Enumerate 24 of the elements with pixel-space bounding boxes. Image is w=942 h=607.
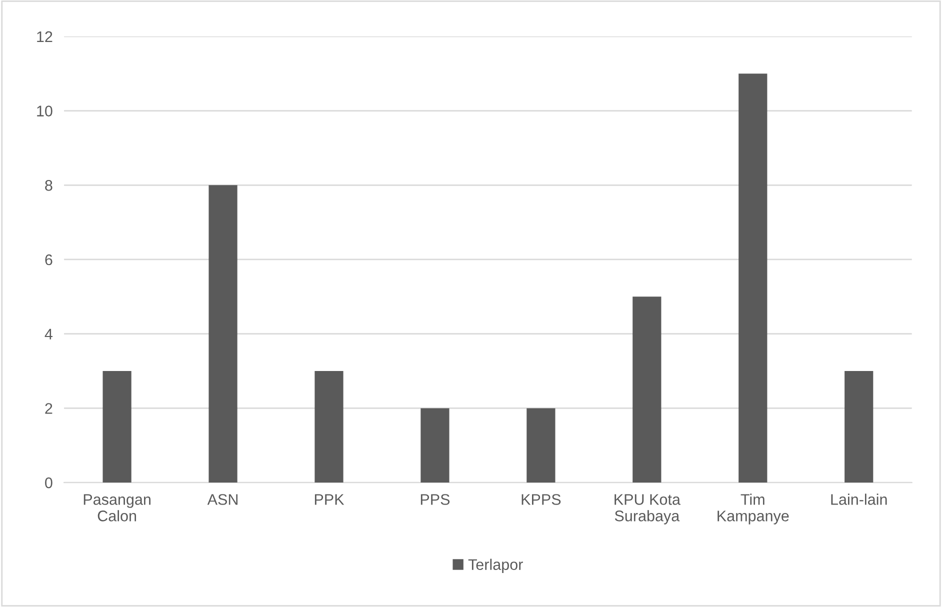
x-tick-label: Pasangan Calon <box>84 494 150 522</box>
y-tick-label: 0 <box>45 477 52 488</box>
y-tick-label: 8 <box>45 180 52 191</box>
x-tick-label: KPPS <box>522 494 561 505</box>
x-tick-label: PPS <box>420 494 450 505</box>
x-tick-label: KPU Kota Surabaya <box>614 494 680 524</box>
bar <box>844 371 874 483</box>
legend-label: Terlapor <box>468 558 523 574</box>
bar <box>314 371 344 483</box>
y-tick-label: 12 <box>37 31 52 42</box>
y-tick-label: 6 <box>45 254 52 266</box>
y-tick-label: 10 <box>37 106 52 116</box>
x-tick-label: Lain-lain <box>831 494 887 505</box>
bar <box>420 408 450 483</box>
x-tick-label: ASN <box>207 494 238 505</box>
bar <box>738 74 768 483</box>
bar <box>208 185 238 483</box>
bar <box>526 408 556 483</box>
y-tick-label: 2 <box>45 403 52 414</box>
bar <box>632 296 662 483</box>
y-tick-label: 4 <box>44 328 52 340</box>
x-tick-label: PPK <box>314 494 344 505</box>
bar <box>102 371 132 483</box>
x-tick-label: Tim Kampanye <box>718 494 789 524</box>
